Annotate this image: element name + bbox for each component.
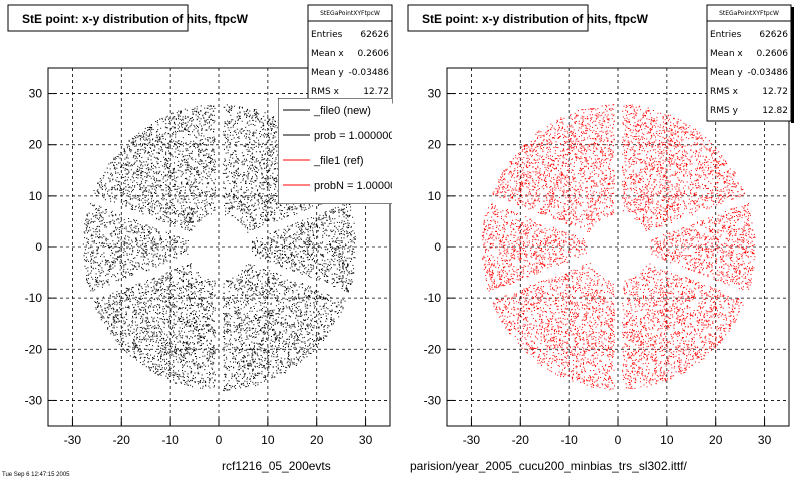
y-tick-label: 0	[35, 240, 42, 254]
right-chart-title: StE point: x-y distribution of hits, ftp…	[422, 12, 649, 26]
x-tick-label: 30	[359, 433, 373, 447]
y-tick-label: -30	[25, 393, 43, 407]
legend-label: _file0 (new)	[313, 105, 371, 117]
stats-value: -0.03486	[748, 68, 789, 78]
stats-label: Mean y	[710, 68, 743, 78]
y-tick-label: 30	[428, 87, 442, 101]
legend-label: probN = 1.000000	[314, 180, 402, 192]
right-scatter-points	[481, 104, 756, 391]
left-stats-box: StEGaPointXYFtpcW Entries 62626 Mean x 0.26…	[307, 4, 393, 104]
legend-label: _file1 (ref)	[313, 155, 364, 167]
y-tick-label: 20	[428, 138, 442, 152]
x-tick-label: 0	[216, 433, 223, 447]
stats-label: Mean x	[311, 49, 344, 59]
legend: _file0 (new) prob = 1.000000 _file1 (ref) p…	[278, 98, 402, 204]
x-tick-label: -20	[113, 433, 131, 447]
stats-value: -0.03486	[349, 68, 390, 78]
legend-label: prob = 1.000000	[314, 130, 394, 142]
right-title-box	[407, 4, 589, 32]
stats-label: Entries	[710, 30, 742, 40]
scatter-point	[481, 104, 756, 391]
stats-value: 0.2606	[358, 49, 390, 59]
left-chart-title: StE point: x-y distribution of hits, ftp…	[22, 12, 249, 26]
y-tick-label: 0	[434, 240, 441, 254]
x-tick-label: 30	[758, 433, 772, 447]
right-file-label: parision/year_2005_cucu200_minbias_trs_s…	[410, 459, 688, 473]
left-panel: StE point: x-y distribution of hits, ftp…	[2, 4, 402, 478]
right-stats-name: StEGaPointXYFtpcW	[719, 10, 779, 17]
x-tick-label: 20	[709, 433, 723, 447]
left-file-label: rcf1216_05_200evts	[222, 459, 331, 473]
left-title-box	[7, 4, 189, 32]
right-grid	[447, 68, 789, 426]
y-tick-label: -10	[25, 291, 43, 305]
right-y-ticks: -30 -20 -10 0 10 20 30	[424, 87, 442, 408]
y-tick-label: 20	[29, 138, 43, 152]
stats-value: 0.2606	[757, 49, 789, 59]
y-tick-label: 30	[29, 87, 43, 101]
stats-value: 12.72	[762, 87, 788, 97]
y-tick-label: -30	[424, 393, 442, 407]
left-y-ticks: -30 -20 -10 0 10 20 30	[25, 87, 43, 408]
x-tick-label: 20	[310, 433, 324, 447]
x-tick-label: 10	[261, 433, 275, 447]
stats-value: 62626	[759, 30, 788, 40]
x-tick-label: -30	[64, 433, 82, 447]
x-tick-label: -10	[560, 433, 578, 447]
x-tick-label: -20	[512, 433, 530, 447]
stats-label: RMS y	[710, 106, 739, 116]
y-tick-label: -20	[424, 342, 442, 356]
stats-label: RMS x	[710, 87, 739, 97]
stats-label: Entries	[311, 30, 343, 40]
stats-value: 12.82	[762, 106, 788, 116]
x-tick-label: -10	[161, 433, 179, 447]
left-x-ticks: -30 -20 -10 0 10 20 30	[64, 433, 373, 447]
y-tick-label: 10	[29, 189, 43, 203]
stats-label: Mean x	[710, 49, 743, 59]
y-tick-label: -10	[424, 291, 442, 305]
x-tick-label: 0	[615, 433, 622, 447]
right-panel: StE point: x-y distribution of hits, ftp…	[407, 4, 794, 473]
stats-value: 62626	[360, 30, 389, 40]
right-stats-box: StEGaPointXYFtpcW Entries 62626 Mean x 0.26…	[706, 4, 794, 123]
y-tick-label: -20	[25, 342, 43, 356]
x-tick-label: -30	[463, 433, 481, 447]
stats-value: 12.72	[363, 87, 389, 97]
stats-label: Mean y	[311, 68, 344, 78]
y-tick-label: 10	[428, 189, 442, 203]
stats-label: RMS x	[311, 87, 340, 97]
x-tick-label: 10	[660, 433, 674, 447]
left-stats-name: StEGaPointXYFtpcW	[320, 10, 380, 17]
footer-timestamp: Tue Sep 6 12:47:15 2005	[2, 472, 70, 478]
right-x-ticks: -30 -20 -10 0 10 20 30	[463, 433, 772, 447]
